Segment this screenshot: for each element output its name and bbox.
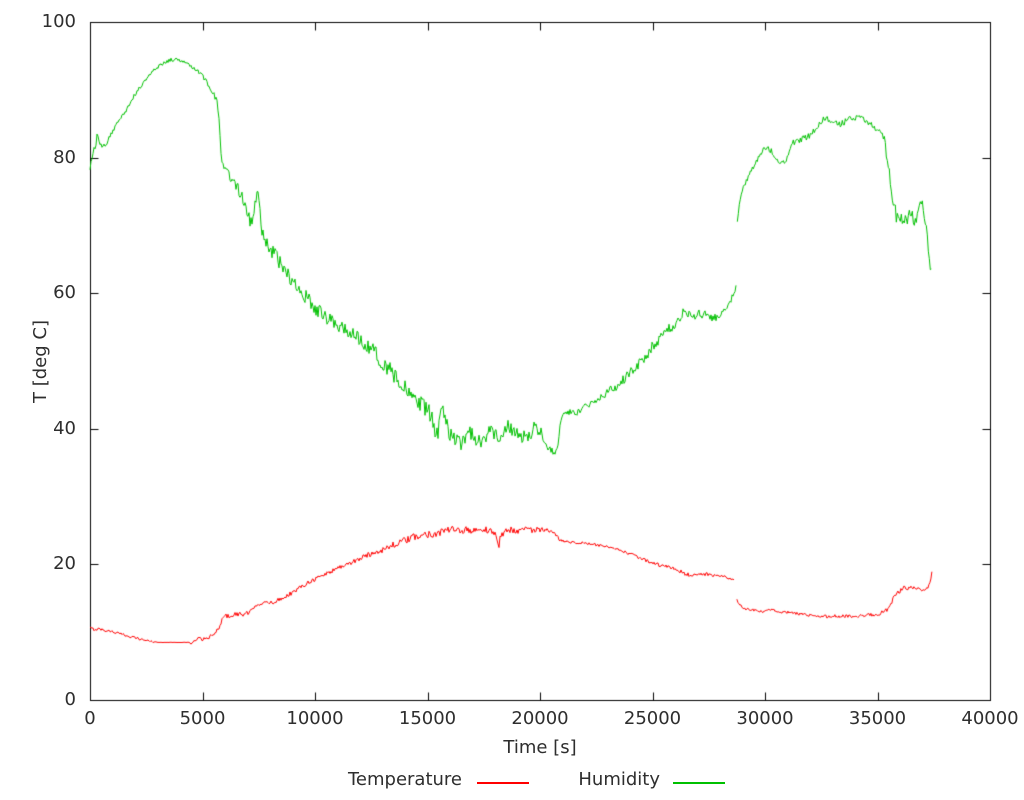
x-tick-label: 0 — [84, 708, 96, 729]
y-tick-label: 0 — [64, 689, 76, 710]
x-tick-label: 25000 — [623, 708, 682, 729]
x-axis-label: Time [s] — [503, 737, 577, 758]
y-tick-label: 60 — [53, 282, 76, 304]
x-tick-label: 35000 — [848, 708, 907, 729]
humidity-legend-line — [673, 782, 725, 784]
y-tick-label: 20 — [53, 553, 76, 575]
y-axis-label: T [deg C] — [29, 319, 51, 403]
x-tick-label: 20000 — [511, 708, 569, 729]
y-tick-label: 80 — [53, 146, 76, 168]
x-tick-label: 30000 — [736, 708, 794, 729]
y-tick-label: 100 — [41, 11, 76, 32]
legend-label-humidity: Humidity — [578, 769, 660, 790]
legend-label-temperature: Temperature — [347, 769, 462, 790]
temperature-legend-line — [477, 782, 529, 784]
y-tick-label: 40 — [53, 417, 76, 439]
x-tick-label: 10000 — [286, 708, 344, 729]
x-tick-label: 15000 — [398, 708, 457, 729]
x-tick-label: 40000 — [961, 708, 1019, 729]
x-tick-label: 5000 — [179, 708, 226, 729]
